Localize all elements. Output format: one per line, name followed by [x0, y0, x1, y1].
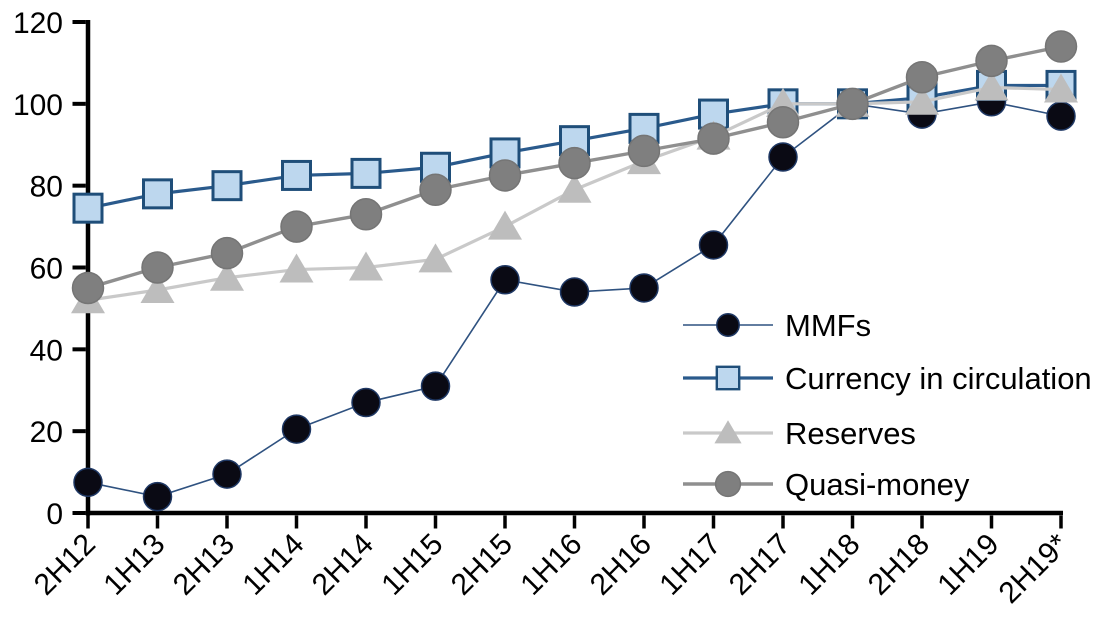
marker-triangle-reserves: [905, 85, 939, 115]
x-axis-tick-label: 2H16: [584, 528, 658, 602]
legend-label-currency-in-circulation: Currency in circulation: [785, 361, 1092, 396]
legend-label-reserves: Reserves: [785, 416, 916, 451]
marker-triangle-reserves: [974, 71, 1009, 101]
marker-circle-mmfs: [212, 459, 242, 489]
legend-item-quasi-money: Quasi-money: [683, 467, 970, 502]
x-axis-tick-label: 2H13: [167, 528, 241, 602]
marker-triangle-reserves: [279, 253, 314, 283]
marker-triangle-reserves: [1044, 73, 1078, 103]
series-quasi-money: [71, 30, 1078, 305]
legend-label-quasi-money: Quasi-money: [785, 467, 970, 502]
x-axis-tick-label: 2H14: [306, 528, 380, 602]
marker-square-currency-in-circulation: [715, 365, 741, 391]
legend-label-mmfs: MMFs: [785, 308, 871, 343]
marker-circle-quasi-money: [280, 210, 313, 243]
legend-item-currency-in-circulation: Currency in circulation: [683, 361, 1092, 396]
marker-circle-quasi-money: [141, 251, 174, 284]
legend-item-mmfs: MMFs: [683, 308, 871, 343]
legend-item-reserves: Reserves: [683, 416, 916, 451]
x-axis-tick-label: 1H19: [931, 528, 1005, 602]
marker-square-currency-in-circulation: [350, 157, 382, 189]
marker-square-currency-in-circulation: [281, 159, 312, 191]
marker-circle-mmfs: [420, 371, 451, 401]
marker-circle-mmfs: [768, 142, 798, 172]
marker-circle-quasi-money: [419, 173, 452, 207]
marker-circle-mmfs: [716, 313, 740, 337]
marker-circle-quasi-money: [71, 271, 105, 305]
x-axis-tick-label: 1H14: [236, 528, 310, 602]
marker-circle-quasi-money: [558, 146, 591, 180]
marker-triangle-reserves: [714, 420, 742, 444]
marker-circle-quasi-money: [697, 122, 730, 155]
x-axis-tick-label: 2H18: [862, 528, 936, 602]
marker-circle-mmfs: [559, 277, 590, 307]
y-axis-tick-label: 0: [46, 498, 63, 531]
marker-circle-quasi-money: [349, 198, 383, 231]
x-axis-tick-label: 2H19*: [993, 527, 1076, 610]
marker-circle-quasi-money: [627, 134, 661, 168]
marker-square-currency-in-circulation: [142, 178, 173, 210]
x-axis-tick-label: 2H15: [445, 528, 519, 602]
x-axis-tick-label: 2H12: [28, 528, 102, 602]
marker-circle-quasi-money: [836, 87, 869, 121]
marker-circle-mmfs: [698, 230, 729, 260]
marker-circle-quasi-money: [210, 236, 244, 270]
marker-square-currency-in-circulation: [72, 192, 104, 224]
marker-circle-mmfs: [351, 387, 381, 418]
marker-triangle-reserves: [488, 210, 522, 240]
marker-triangle-reserves: [140, 274, 175, 304]
marker-triangle-reserves: [418, 243, 453, 273]
x-axis-tick-label: 2H17: [723, 528, 797, 602]
marker-circle-quasi-money: [488, 159, 522, 192]
marker-circle-quasi-money: [975, 44, 1008, 78]
x-axis-tick-label: 1H13: [97, 528, 171, 602]
marker-circle-quasi-money: [905, 60, 939, 94]
x-axis-tick-label: 1H17: [653, 528, 727, 602]
y-axis-tick-label: 40: [30, 334, 63, 367]
x-axis-tick-label: 1H15: [375, 528, 449, 602]
marker-circle-mmfs: [281, 414, 312, 444]
y-axis-tick-label: 60: [30, 253, 63, 286]
marker-circle-mmfs: [629, 273, 659, 303]
marker-circle-quasi-money: [1044, 30, 1078, 63]
y-axis-tick-label: 80: [30, 171, 63, 204]
marker-circle-quasi-money: [714, 470, 742, 498]
x-axis-tick-label: 1H16: [514, 528, 588, 602]
x-axis-tick-label: 1H18: [792, 528, 866, 602]
marker-circle-mmfs: [73, 467, 103, 498]
y-axis-tick-label: 20: [30, 416, 63, 449]
marker-square-currency-in-circulation: [211, 170, 243, 202]
marker-circle-mmfs: [1046, 101, 1076, 131]
marker-triangle-reserves: [557, 173, 592, 203]
marker-circle-mmfs: [490, 265, 520, 295]
y-axis-tick-label: 100: [13, 89, 63, 122]
marker-circle-mmfs: [142, 481, 173, 512]
marker-triangle-reserves: [210, 261, 244, 291]
y-axis-tick-label: 120: [13, 7, 63, 40]
legend: MMFs Currency in circulation Reserves Quasi…: [683, 308, 1092, 502]
marker-triangle-reserves: [349, 251, 383, 281]
marker-circle-quasi-money: [766, 105, 800, 139]
